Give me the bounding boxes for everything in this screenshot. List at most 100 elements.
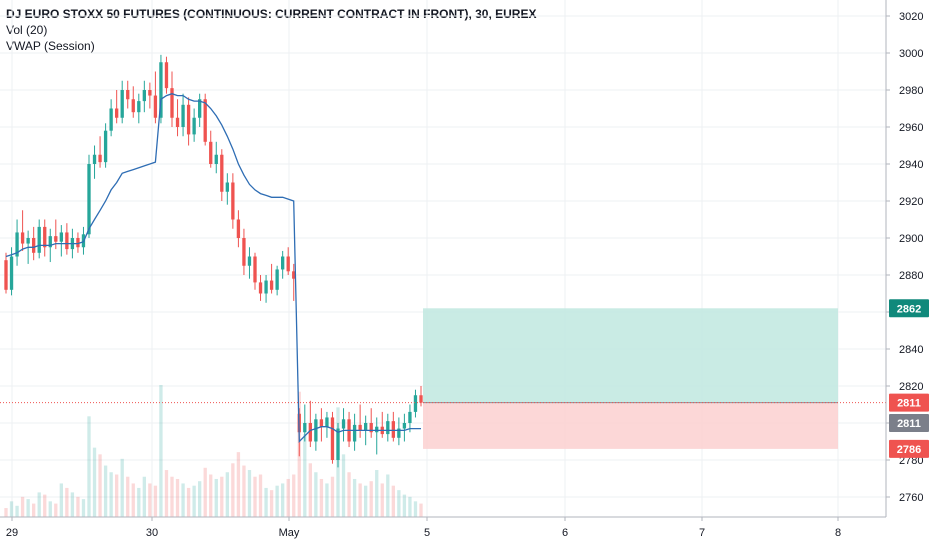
last-price-badge: 2811 [897, 398, 921, 410]
candle-body [175, 117, 180, 127]
candle-body [303, 423, 307, 433]
candle-body [54, 236, 58, 242]
volume-bar [164, 470, 169, 517]
loss-zone [423, 402, 838, 449]
volume-bar [236, 452, 241, 517]
volume-bar [231, 463, 235, 517]
candle-body [292, 271, 296, 279]
candle-body [92, 154, 97, 164]
y-tick-label: 2920 [899, 196, 923, 208]
candle-body [258, 282, 263, 294]
volume-bar [98, 454, 102, 517]
y-tick-label: 2820 [899, 381, 923, 393]
candle-body [314, 419, 318, 442]
candle-body [264, 280, 268, 294]
candle-body [186, 104, 191, 135]
x-tick-label: 5 [424, 527, 430, 539]
candle-body [120, 90, 124, 118]
volume-bar [275, 485, 279, 517]
stop-price-badge: 2786 [897, 444, 921, 456]
volume-bar [281, 483, 285, 517]
volume-bar [48, 501, 52, 517]
vwap-line [5, 93, 421, 444]
position-zones [423, 308, 838, 449]
volume-bar [198, 481, 202, 517]
profit-zone [423, 308, 838, 403]
candle-body [408, 411, 412, 423]
volume-bar [9, 501, 14, 517]
volume-bar [264, 487, 268, 517]
volume-bar [341, 454, 346, 517]
chart-legend: DJ EURO STOXX 50 FUTURES (CONTINUOUS: CU… [6, 6, 536, 54]
volume-bar [319, 478, 324, 517]
y-tick-label: 2960 [899, 122, 923, 134]
candle-body [26, 238, 30, 244]
x-tick-label: 30 [146, 527, 158, 539]
volume-bar [269, 490, 274, 517]
volume-bar [137, 487, 141, 517]
volume-bar [220, 476, 224, 517]
candle-body [242, 238, 246, 266]
y-tick-label: 2900 [899, 233, 923, 245]
volume-bar [242, 465, 246, 517]
volume-bar [192, 485, 196, 517]
candle-body [375, 426, 379, 433]
symbol-title[interactable]: DJ EURO STOXX 50 FUTURES (CONTINUOUS: CU… [6, 7, 537, 21]
candlesticks[interactable] [4, 54, 423, 468]
volume-bar [92, 447, 97, 517]
volume-bar [358, 483, 362, 517]
volume-bar [380, 483, 384, 517]
candle-body [397, 428, 401, 438]
candle-body [281, 256, 285, 270]
candle-body [413, 395, 418, 412]
volume-bar [76, 496, 80, 517]
volume-bar [175, 478, 180, 517]
volume-bar [131, 483, 135, 517]
volume-bar [253, 476, 257, 517]
y-tick-label: 2760 [899, 492, 923, 504]
volume-bar [65, 487, 69, 517]
candle-body [131, 99, 135, 113]
candle-body [170, 88, 174, 118]
volume-bar [32, 503, 36, 517]
volume-bar [81, 499, 86, 517]
volume-bar [103, 465, 108, 517]
volume-bar [413, 501, 418, 517]
candle-body [236, 219, 241, 238]
candle-body [214, 154, 218, 164]
candle-body [225, 182, 229, 192]
candle-body [402, 423, 407, 429]
volume-bar [203, 467, 207, 517]
candle-body [59, 232, 63, 242]
volume-bar [148, 483, 152, 517]
candle-body [209, 141, 213, 164]
candle-body [153, 95, 158, 118]
volume-bar [386, 474, 390, 517]
candle-body [48, 236, 52, 248]
volume-bar [20, 496, 25, 517]
volume-bar [214, 478, 218, 517]
target-price-badge: 2862 [897, 303, 921, 315]
vwap-indicator-label[interactable]: VWAP (Session) [6, 39, 95, 53]
volume-bar [126, 476, 130, 517]
candle-body [325, 417, 329, 427]
volume-bar [142, 476, 146, 517]
y-tick-label: 2780 [899, 455, 923, 467]
volume-bar [15, 505, 19, 517]
candle-body [352, 424, 357, 442]
candle-body [103, 130, 108, 163]
candle-body [164, 62, 169, 89]
target-price-badge-bg [889, 299, 929, 318]
volume-bar [314, 472, 318, 517]
y-tick-label: 2940 [899, 159, 923, 171]
volume-indicator-label[interactable]: Vol (20) [6, 23, 48, 37]
volume-bar [303, 434, 307, 517]
volume-bar [397, 490, 401, 517]
volume-bar [170, 476, 174, 517]
volume-bar [352, 478, 357, 517]
volume-bar [181, 483, 185, 517]
candle-body [275, 269, 279, 290]
volume-bar [308, 463, 312, 517]
volume-bar [286, 478, 290, 517]
